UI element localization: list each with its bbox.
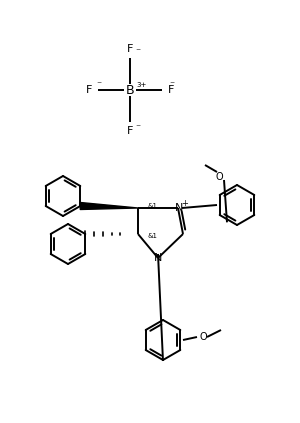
Text: B: B [126,83,134,96]
Text: ⁻: ⁻ [135,123,140,133]
Text: ⁻: ⁻ [96,80,101,90]
Text: &1: &1 [148,233,158,239]
Text: F: F [127,44,133,54]
Text: +: + [182,198,188,208]
Text: O: O [200,332,208,342]
Text: F: F [168,85,174,95]
Text: ⁻: ⁻ [135,47,140,57]
Text: ⁻: ⁻ [169,80,174,90]
Text: O: O [215,172,223,182]
Text: 3+: 3+ [136,82,146,88]
Text: N: N [175,203,183,213]
Text: F: F [127,126,133,136]
Text: F: F [86,85,92,95]
Polygon shape [80,203,138,209]
Text: N: N [154,253,162,263]
Text: &1: &1 [148,203,158,209]
